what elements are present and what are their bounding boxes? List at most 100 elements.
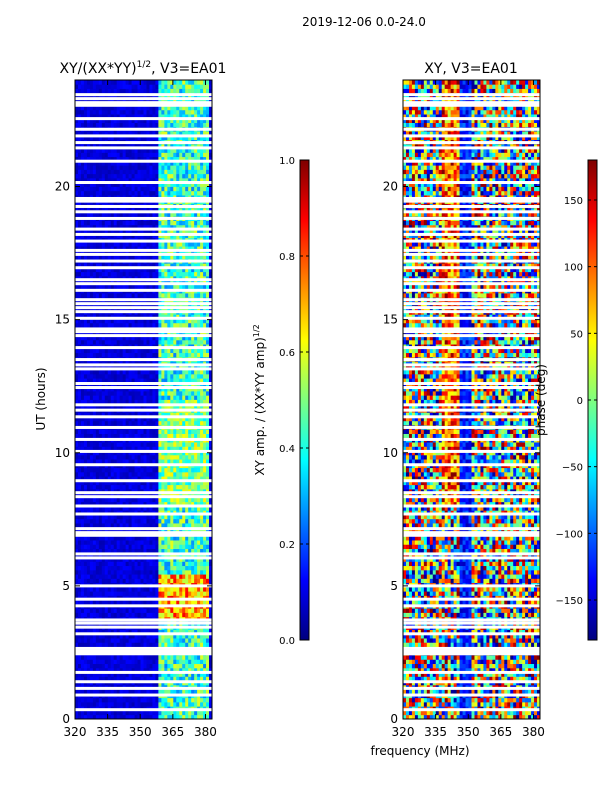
- heatmap-cell: [95, 395, 100, 400]
- heatmap-cell: [95, 390, 100, 396]
- heatmap-cell: [185, 578, 189, 584]
- heatmap-cell: [200, 390, 204, 396]
- heatmap-cell: [95, 591, 100, 596]
- heatmap-cell: [89, 591, 94, 596]
- heatmap-cell: [75, 335, 79, 341]
- heatmap-cell: [197, 714, 201, 720]
- heatmap-cell: [77, 663, 82, 669]
- heatmap-cell: [173, 459, 177, 464]
- heatmap-cell: [131, 459, 135, 464]
- heatmap-cell: [80, 412, 85, 417]
- heatmap-cell: [95, 412, 100, 417]
- heatmap-cell: [137, 284, 141, 290]
- heatmap-cell: [209, 412, 213, 417]
- heatmap-cell: [194, 352, 198, 358]
- heatmap-cell: [122, 322, 127, 328]
- heatmap-cell: [143, 578, 147, 584]
- heatmap-cell: [209, 544, 213, 549]
- heatmap-cell: [125, 569, 130, 575]
- heatmap-cell: [83, 663, 88, 669]
- heatmap-cell: [75, 689, 79, 694]
- heatmap-cell: [101, 369, 106, 375]
- heatmap-cell: [206, 655, 210, 660]
- heatmap-cell: [173, 501, 177, 507]
- heatmap-cell: [206, 416, 210, 422]
- heatmap-cell: [131, 629, 135, 635]
- heatmap-cell: [191, 378, 195, 383]
- heatmap-cell: [155, 369, 159, 375]
- heatmap-cell: [116, 386, 121, 392]
- heatmap-cell: [197, 471, 201, 477]
- heatmap-cell: [92, 591, 97, 596]
- heatmap-cell: [77, 467, 82, 473]
- heatmap-cell: [77, 557, 82, 562]
- heatmap-cell: [200, 293, 204, 298]
- heatmap-cell: [75, 557, 79, 562]
- heatmap-cell: [134, 416, 138, 422]
- heatmap-cell: [119, 476, 124, 481]
- heatmap-cell: [128, 433, 132, 439]
- heatmap-cell: [122, 608, 127, 613]
- heatmap-cell: [98, 514, 103, 520]
- heatmap-cell: [104, 612, 109, 618]
- heatmap-cell: [137, 561, 141, 567]
- heatmap-cell: [185, 642, 189, 647]
- heatmap-cell: [185, 497, 189, 503]
- heatmap-cell: [119, 339, 124, 345]
- heatmap-cell: [122, 476, 127, 481]
- heatmap-cell: [176, 446, 180, 452]
- heatmap-cell: [92, 540, 97, 545]
- heatmap-cell: [110, 501, 115, 507]
- heatmap-cell: [107, 314, 112, 319]
- heatmap-cell: [119, 293, 124, 298]
- heatmap-cell: [146, 663, 150, 669]
- heatmap-cell: [200, 412, 204, 417]
- heatmap-cell: [113, 335, 118, 341]
- heatmap-cell: [122, 454, 127, 460]
- heatmap-cell: [179, 395, 183, 400]
- heatmap-cell: [83, 608, 88, 613]
- heatmap-cell: [191, 450, 195, 456]
- heatmap-cell: [164, 271, 168, 277]
- heatmap-cell: [113, 263, 118, 268]
- heatmap-cell: [122, 429, 127, 434]
- heatmap-cell: [92, 322, 97, 328]
- heatmap-cell: [185, 390, 189, 396]
- heatmap-cell: [146, 335, 150, 341]
- heatmap-cell: [158, 578, 162, 584]
- heatmap-cell: [188, 548, 192, 554]
- heatmap-cell: [152, 284, 156, 290]
- heatmap-cell: [125, 714, 130, 720]
- heatmap-cell: [128, 701, 132, 707]
- heatmap-cell: [77, 416, 82, 422]
- heatmap-cell: [125, 446, 130, 452]
- heatmap-cell: [77, 506, 82, 511]
- heatmap-cell: [167, 471, 171, 477]
- heatmap-cell: [155, 518, 159, 524]
- heatmap-cell: [182, 335, 186, 341]
- heatmap-cell: [77, 459, 82, 464]
- heatmap-cell: [158, 412, 162, 417]
- heatmap-cell: [98, 701, 103, 707]
- heatmap-cell: [86, 701, 91, 707]
- heatmap-cell: [158, 586, 162, 592]
- heatmap-cell: [113, 386, 118, 392]
- heatmap-cell: [185, 561, 189, 567]
- heatmap-cell: [113, 591, 118, 596]
- heatmap-cell: [200, 429, 204, 434]
- heatmap-cell: [170, 506, 174, 511]
- heatmap-cell: [206, 412, 210, 417]
- heatmap-cell: [170, 446, 174, 452]
- heatmap-cell: [170, 540, 174, 545]
- heatmap-cell: [161, 399, 165, 405]
- heatmap-cell: [152, 659, 156, 665]
- heatmap-cell: [140, 599, 144, 605]
- heatmap-cell: [149, 663, 153, 669]
- heatmap-cell: [191, 395, 195, 400]
- heatmap-cell: [110, 599, 115, 605]
- heatmap-cell: [167, 514, 171, 520]
- heatmap-cell: [182, 497, 186, 503]
- heatmap-cell: [98, 429, 103, 434]
- heatmap-cell: [164, 416, 168, 422]
- heatmap-cell: [164, 599, 168, 605]
